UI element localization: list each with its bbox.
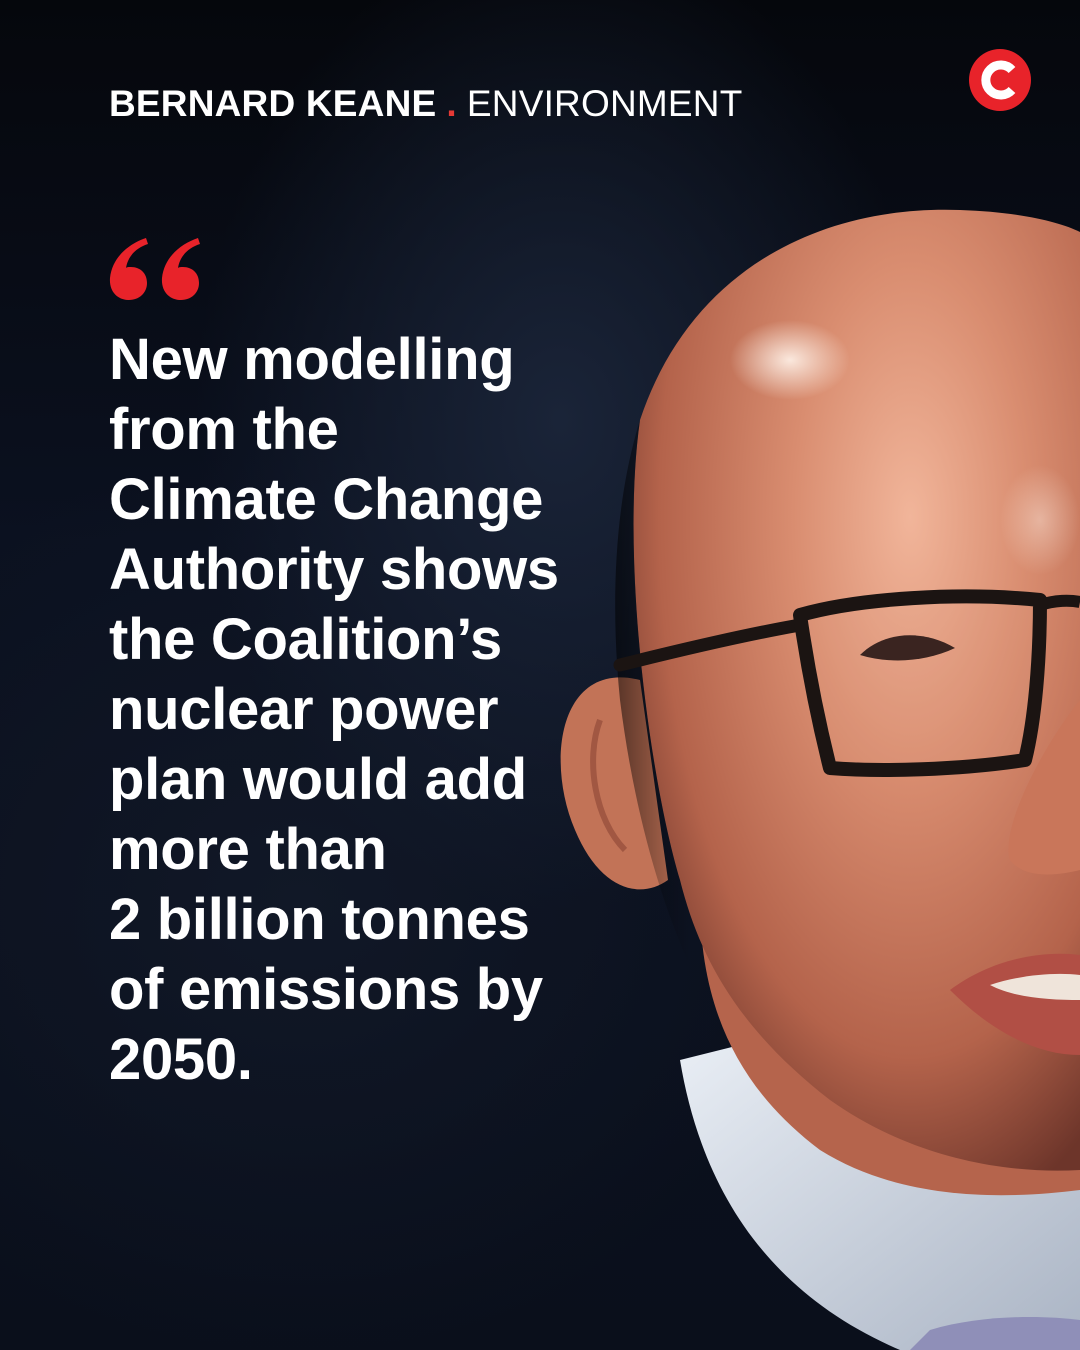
glasses-arm <box>613 618 807 672</box>
glasses-frame <box>793 589 1047 777</box>
quote-text: New modelling from the Climate Change Au… <box>109 327 559 1092</box>
eye <box>860 635 955 661</box>
crikey-c-logo-icon <box>969 49 1031 111</box>
byline-section: ENVIRONMENT <box>466 83 743 124</box>
nose <box>1008 700 1080 875</box>
byline-separator: . <box>446 83 457 124</box>
open-quote-icon <box>109 238 200 300</box>
head <box>633 209 1080 1171</box>
byline-author: BERNARD KEANE <box>109 83 437 124</box>
byline: BERNARD KEANE. ENVIRONMENT <box>109 84 743 124</box>
tie <box>910 1317 1080 1350</box>
shirt-collar <box>680 1040 1080 1350</box>
